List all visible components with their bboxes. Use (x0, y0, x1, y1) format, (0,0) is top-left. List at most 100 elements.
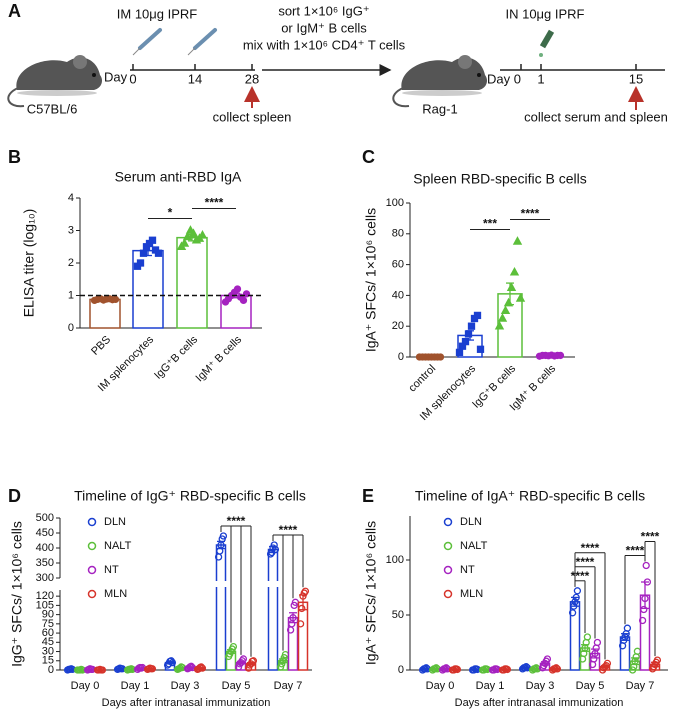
legend-marker (443, 589, 453, 599)
bar (215, 544, 227, 671)
point (603, 659, 612, 668)
y-tick-label: 40 (392, 289, 404, 301)
axis-break (54, 581, 314, 587)
x-axis-label: Days after intranasal immunization (455, 697, 624, 709)
x-tick-label: PBS (89, 334, 113, 358)
significance-label: **** (581, 541, 600, 555)
legend-label: DLN (460, 516, 482, 528)
legend-marker (87, 541, 97, 551)
significance-label: **** (227, 514, 246, 528)
point (270, 541, 278, 549)
panel-label: C (362, 147, 375, 167)
point (640, 605, 648, 614)
y-tick-label: 60 (42, 627, 54, 639)
harvest: collect serum and spleen (524, 109, 668, 124)
x-tick-label: IgG⁺B cells (152, 333, 200, 381)
strain: C57BL/6 (27, 101, 78, 116)
treatment: IM 10μg IPRF (117, 6, 198, 21)
y-tick-label: 20 (392, 320, 404, 332)
significance-label: *** (483, 217, 497, 231)
y-tick-label: 300 (36, 572, 54, 584)
significance-label: **** (279, 523, 298, 537)
significance-label: **** (571, 569, 590, 583)
legend-label: MLN (104, 588, 127, 600)
mouse (392, 54, 488, 108)
y-tick-label: 3 (68, 224, 74, 236)
x-tick-label: Day 1 (121, 680, 150, 692)
point (497, 313, 508, 322)
transfer-text: or IgM⁺ B cells (281, 20, 367, 35)
point (179, 238, 190, 247)
y-tick-label: 90 (42, 609, 54, 621)
point (638, 616, 647, 625)
syringe (138, 28, 217, 50)
legend-marker (87, 589, 97, 599)
harvest: collect spleen (213, 109, 292, 124)
point (233, 285, 242, 293)
x-tick-label: Day 3 (526, 680, 555, 692)
point (301, 587, 310, 595)
y-axis-label: IgG⁺ SFCs/ 1×10⁶ cells (9, 521, 25, 667)
point (136, 259, 145, 267)
y-tick-label: 450 (36, 527, 54, 539)
x-tick-label: Day 1 (476, 680, 505, 692)
y-tick-label: 0 (48, 664, 54, 676)
x-tick-label: Day 0 (71, 680, 100, 692)
significance-label: **** (626, 544, 645, 558)
y-tick-label: 0 (398, 351, 404, 363)
point (266, 550, 275, 558)
chart-title: Timeline of IgA⁺ RBD-specific B cells (415, 488, 645, 504)
point (298, 604, 306, 613)
x-axis-label: Days after intranasal immunization (102, 697, 271, 709)
point (573, 587, 582, 595)
legend-label: DLN (104, 516, 126, 528)
point (500, 305, 511, 315)
day-label: Day (104, 69, 128, 84)
legend-marker (443, 517, 453, 527)
x-tick-label: Day 3 (171, 680, 200, 692)
legend-label: NT (104, 564, 119, 576)
panel-label: A (8, 1, 21, 21)
y-tick-label: 100 (386, 554, 404, 566)
legend-label: MLN (460, 588, 483, 600)
point (623, 624, 632, 632)
panel-label: E (362, 486, 374, 506)
chart-title: Serum anti-RBD IgA (115, 169, 242, 185)
point (219, 532, 228, 540)
x-tick-label: IgM⁺ B cells (194, 333, 245, 384)
point (593, 638, 602, 647)
point (296, 620, 305, 628)
y-tick-label: 60 (392, 259, 404, 271)
schematic: A C57BL/6 IM 10μg IPRF Day 0 14 28 colle… (7, 1, 668, 124)
point (422, 664, 430, 672)
bar (297, 601, 309, 671)
syringe-needle (132, 47, 196, 56)
point (515, 293, 526, 302)
point (467, 322, 476, 330)
point (249, 657, 258, 665)
y-tick-label: 30 (42, 645, 54, 657)
bar (176, 236, 208, 329)
legend-label: NALT (104, 540, 132, 552)
y-tick-label: 120 (36, 590, 54, 602)
point (512, 236, 523, 245)
y-axis-label: ELISA titer (log₁₀) (21, 209, 37, 318)
significance-label: * (168, 206, 173, 220)
y-tick-label: 0 (398, 664, 404, 676)
day: 28 (245, 71, 259, 86)
y-tick-label: 75 (42, 618, 54, 630)
y-axis-label: IgA⁺ SFCs/ 1×10⁶ cells (363, 208, 379, 352)
dropper (539, 29, 555, 57)
day: 0 (129, 71, 136, 86)
y-tick-label: 4 (68, 192, 74, 204)
x-tick-label: control (406, 363, 438, 395)
strain: Rag-1 (422, 101, 457, 116)
legend-marker (87, 565, 97, 575)
point (628, 666, 637, 674)
significance-label: **** (576, 555, 595, 569)
legend-label: NALT (460, 540, 488, 552)
legend-marker (443, 541, 453, 551)
point (509, 266, 520, 276)
y-tick-label: 500 (36, 512, 54, 524)
y-tick-label: 80 (392, 228, 404, 240)
